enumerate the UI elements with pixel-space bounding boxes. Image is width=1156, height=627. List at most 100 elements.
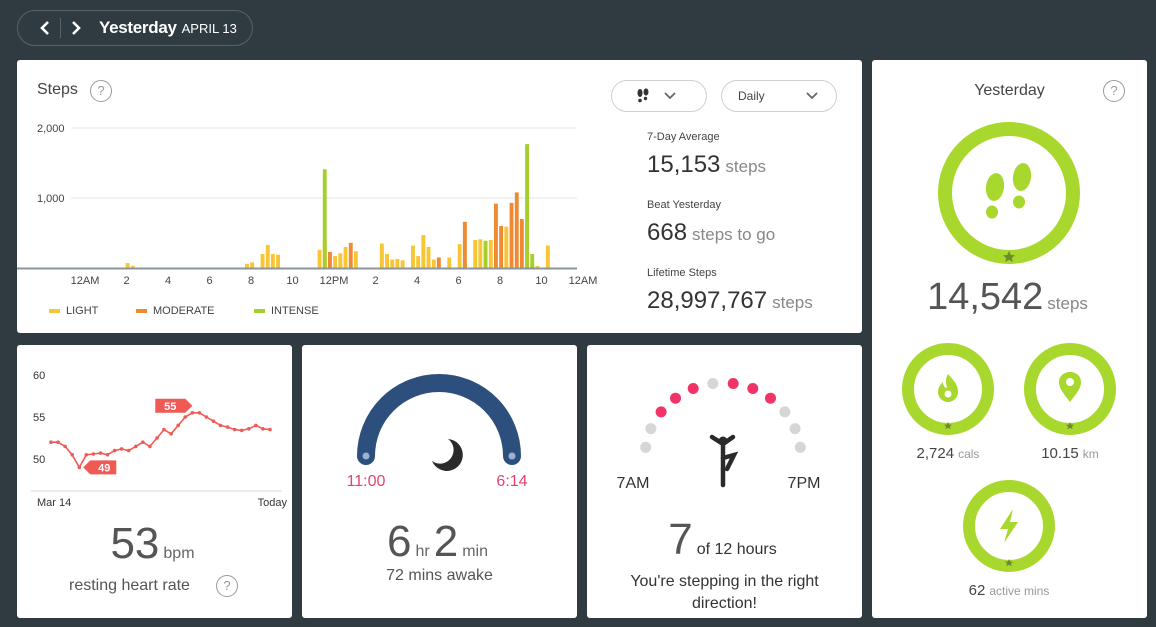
hr-point[interactable] <box>148 444 152 449</box>
step-bar[interactable] <box>416 256 421 268</box>
hr-point[interactable] <box>247 427 251 431</box>
step-bar[interactable] <box>509 202 514 268</box>
step-bar[interactable] <box>130 265 135 268</box>
hr-point[interactable] <box>162 427 166 432</box>
hr-point[interactable] <box>239 428 244 433</box>
step-bar[interactable] <box>431 259 436 268</box>
hour-dot[interactable] <box>794 441 806 453</box>
hr-point[interactable] <box>225 425 230 429</box>
hr-point[interactable] <box>254 423 258 428</box>
hr-point[interactable] <box>84 453 89 457</box>
hr-point[interactable] <box>268 427 272 432</box>
step-bar[interactable] <box>545 245 550 268</box>
steps-goal-ring[interactable] <box>936 120 1082 266</box>
step-bar[interactable] <box>525 144 529 268</box>
hr-point[interactable] <box>98 451 103 455</box>
hour-dot[interactable] <box>747 383 759 394</box>
hr-point[interactable] <box>190 411 195 415</box>
step-bar[interactable] <box>328 251 332 268</box>
heart-rate-help-icon[interactable]: ? <box>216 575 238 597</box>
step-bar[interactable] <box>250 262 255 268</box>
step-bar[interactable] <box>395 258 400 268</box>
hr-point[interactable] <box>91 452 96 456</box>
step-bar[interactable] <box>530 254 535 268</box>
distance-goal-ring[interactable] <box>1023 342 1117 436</box>
sleep-gauge[interactable]: 11:00 6:14 <box>302 345 577 495</box>
step-bar[interactable] <box>400 260 405 268</box>
step-bar[interactable] <box>265 244 270 268</box>
hr-point[interactable] <box>155 436 159 440</box>
step-bar[interactable] <box>379 243 384 269</box>
previous-day-button[interactable] <box>30 11 60 45</box>
hr-point[interactable] <box>232 427 237 432</box>
step-bar[interactable] <box>488 240 493 268</box>
hour-dot[interactable] <box>655 406 667 418</box>
hr-point[interactable] <box>141 440 145 444</box>
step-bar[interactable] <box>411 245 415 268</box>
period-dropdown[interactable]: Daily <box>721 80 837 112</box>
hr-point[interactable] <box>176 423 180 428</box>
step-bar[interactable] <box>457 244 462 268</box>
hour-dot[interactable] <box>707 378 719 389</box>
hour-dot[interactable] <box>670 392 681 404</box>
step-bar[interactable] <box>245 263 249 268</box>
step-bar[interactable] <box>260 254 265 268</box>
hr-point[interactable] <box>119 447 124 451</box>
step-bar[interactable] <box>499 226 504 268</box>
hr-point[interactable] <box>134 444 138 449</box>
step-bar[interactable] <box>535 265 540 268</box>
hr-point[interactable] <box>261 427 265 431</box>
step-bar[interactable] <box>504 226 509 268</box>
activity-type-dropdown[interactable] <box>611 80 707 112</box>
hr-point[interactable] <box>183 415 187 419</box>
step-bar[interactable] <box>333 256 338 268</box>
hr-point[interactable] <box>56 440 60 444</box>
step-bar[interactable] <box>426 247 431 268</box>
step-bar[interactable] <box>483 240 488 268</box>
step-bar[interactable] <box>125 263 130 268</box>
hr-point[interactable] <box>77 465 82 470</box>
hour-dot[interactable] <box>640 441 652 453</box>
hr-point[interactable] <box>105 453 110 457</box>
hour-dot[interactable] <box>765 392 776 404</box>
step-bar[interactable] <box>462 221 467 268</box>
hour-dot[interactable] <box>779 406 791 418</box>
calories-goal-ring[interactable] <box>901 342 995 436</box>
hr-point[interactable] <box>204 415 209 419</box>
step-bar[interactable] <box>473 240 478 268</box>
step-bar[interactable] <box>317 249 322 268</box>
hourly-activity-gauge[interactable]: 7AM 7PM <box>587 345 862 505</box>
hr-point[interactable] <box>211 419 216 423</box>
active-minutes-goal-ring[interactable] <box>962 479 1056 573</box>
step-bar[interactable] <box>276 254 280 268</box>
hr-point[interactable] <box>49 440 53 444</box>
hour-dot[interactable] <box>727 378 739 389</box>
step-bar[interactable] <box>348 242 353 268</box>
step-bar[interactable] <box>353 251 358 268</box>
step-bar[interactable] <box>494 203 498 268</box>
hr-point[interactable] <box>218 423 223 428</box>
step-bar[interactable] <box>385 254 389 268</box>
step-bar[interactable] <box>519 219 524 268</box>
hour-dot[interactable] <box>789 423 801 435</box>
hr-point[interactable] <box>126 448 131 453</box>
hour-dot[interactable] <box>645 423 657 435</box>
next-day-button[interactable] <box>61 11 91 45</box>
step-bar[interactable] <box>322 169 327 268</box>
step-bar[interactable] <box>338 253 343 268</box>
step-bar[interactable] <box>390 259 395 268</box>
step-bar[interactable] <box>447 257 452 269</box>
hr-point[interactable] <box>112 448 117 453</box>
step-bar[interactable] <box>478 239 483 268</box>
summary-help-icon[interactable]: ? <box>1103 80 1125 102</box>
step-bar[interactable] <box>421 235 426 268</box>
steps-help-icon[interactable]: ? <box>90 80 112 102</box>
step-bar[interactable] <box>514 192 519 268</box>
step-bar[interactable] <box>270 254 275 268</box>
hr-point[interactable] <box>169 432 173 436</box>
hr-point[interactable] <box>197 411 202 415</box>
step-bar[interactable] <box>343 247 348 268</box>
hr-point[interactable] <box>70 453 74 457</box>
hr-point[interactable] <box>63 444 67 449</box>
step-bar[interactable] <box>436 257 441 269</box>
